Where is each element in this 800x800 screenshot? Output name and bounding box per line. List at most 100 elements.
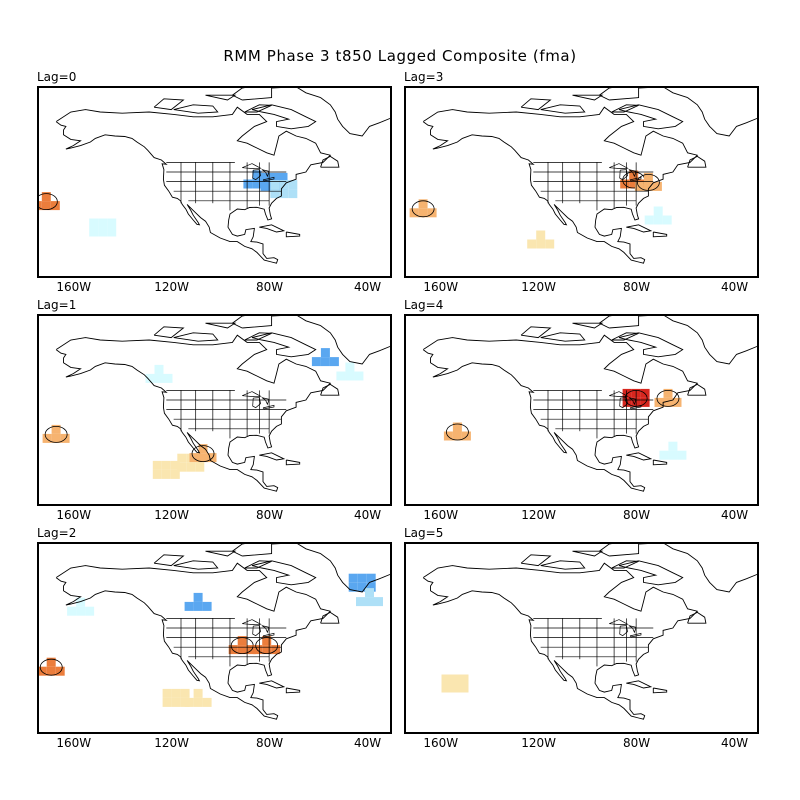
- north-america-map: [42, 316, 390, 492]
- warm-anomaly-patch: [654, 388, 682, 407]
- great-lake: [628, 169, 637, 178]
- coastline-island: [251, 332, 317, 358]
- coastline-island: [259, 680, 286, 689]
- coastline-north-america: [55, 106, 332, 264]
- great-lake: [628, 625, 637, 634]
- coastline-island: [618, 332, 684, 358]
- coastline-island: [687, 383, 707, 396]
- warm-anomaly-patch: [409, 199, 437, 218]
- great-lake: [619, 169, 628, 181]
- state-boundaries: [533, 618, 654, 667]
- great-lake: [242, 619, 262, 625]
- coastline-island: [540, 332, 586, 342]
- coastline-island: [540, 560, 586, 570]
- coastline-island: [572, 94, 604, 101]
- coastline-island: [231, 316, 281, 329]
- coastline-greenland: [664, 88, 757, 137]
- longitude-tick-label: 40W: [720, 736, 749, 750]
- longitude-tick-label: 160W: [423, 280, 459, 294]
- great-lake: [609, 391, 629, 397]
- coastline-island: [572, 550, 604, 557]
- longitude-tick-label: 80W: [256, 736, 284, 750]
- cool-anomaly-patch: [336, 362, 364, 381]
- cool-anomaly-patch: [67, 597, 95, 616]
- great-lake: [629, 176, 642, 182]
- coastline-island: [251, 560, 317, 586]
- state-boundaries: [166, 162, 287, 211]
- great-lake: [252, 397, 261, 409]
- warm-anomaly-patch: [152, 460, 180, 479]
- coastline-island: [652, 459, 668, 466]
- coastline-island: [231, 88, 281, 101]
- state-boundaries: [166, 618, 287, 667]
- coastline-island: [244, 332, 272, 341]
- coastline-island: [231, 544, 281, 557]
- coastline-island: [572, 322, 604, 329]
- great-lake: [609, 163, 629, 169]
- map-panel: [404, 542, 759, 734]
- longitude-tick-label: 80W: [623, 736, 651, 750]
- longitude-tick-label: 120W: [154, 508, 190, 522]
- longitude-tick-label: 120W: [154, 280, 190, 294]
- coastline-island: [205, 550, 237, 557]
- longitude-tick-label: 160W: [423, 736, 459, 750]
- longitude-tick-label: 40W: [720, 280, 749, 294]
- coastline-island: [611, 560, 639, 569]
- longitude-tick-label: 160W: [423, 508, 459, 522]
- great-lake: [261, 169, 270, 178]
- coastline-island: [244, 560, 272, 569]
- great-lake: [261, 625, 270, 634]
- longitude-tick-label: 120W: [521, 736, 557, 750]
- cool-anomaly-patch: [311, 348, 339, 367]
- coastline-island: [540, 104, 586, 114]
- longitude-tick-label: 40W: [353, 508, 382, 522]
- coastline-island: [285, 231, 301, 238]
- great-lake: [629, 404, 642, 410]
- coastline-island: [259, 224, 286, 233]
- longitude-tick-label: 40W: [353, 280, 382, 294]
- cool-anomaly-patch: [184, 592, 212, 611]
- north-america-map: [39, 88, 390, 264]
- great-lake: [252, 169, 261, 181]
- warm-anomaly-patch: [527, 230, 555, 249]
- state-boundaries: [533, 162, 654, 211]
- coastline-island: [687, 611, 707, 624]
- great-lake: [629, 632, 642, 638]
- warm-anomaly-patch: [189, 444, 217, 463]
- great-lake: [252, 625, 261, 637]
- coastline-island: [173, 332, 219, 342]
- warm-anomaly-patch: [162, 688, 190, 707]
- coastline-greenland: [297, 316, 390, 365]
- longitude-tick-label: 120W: [154, 736, 190, 750]
- coastline-island: [251, 104, 317, 130]
- coastline-greenland: [297, 544, 390, 593]
- coastline-island: [626, 452, 653, 461]
- coastline-island: [285, 459, 301, 466]
- coastline-island: [598, 316, 648, 329]
- great-lake: [628, 397, 637, 406]
- coastline-north-america: [422, 562, 699, 720]
- cool-anomaly-patch: [348, 573, 376, 592]
- warm-anomaly-patch: [253, 636, 281, 655]
- warm-anomaly-patch: [39, 657, 65, 676]
- state-boundaries: [533, 390, 654, 439]
- coastline-island: [244, 104, 272, 113]
- coastline-greenland: [297, 88, 390, 137]
- longitude-tick-label: 40W: [720, 508, 749, 522]
- longitude-tick-label: 120W: [521, 508, 557, 522]
- longitude-tick-label: 80W: [623, 280, 651, 294]
- longitude-tick-label: 120W: [521, 280, 557, 294]
- great-lake: [619, 625, 628, 637]
- map-panel: [37, 86, 392, 278]
- coastline-island: [598, 88, 648, 101]
- great-lake: [619, 397, 628, 409]
- longitude-tick-label: 160W: [56, 280, 92, 294]
- longitude-tick-label: 160W: [56, 736, 92, 750]
- coastline-island: [652, 231, 668, 238]
- great-lake: [262, 176, 275, 182]
- cool-anomaly-patch: [145, 364, 173, 383]
- coastline-island: [626, 680, 653, 689]
- coastline-north-america: [422, 106, 699, 264]
- warm-anomaly-patch: [228, 636, 256, 655]
- panel-label: Lag=0: [37, 70, 77, 84]
